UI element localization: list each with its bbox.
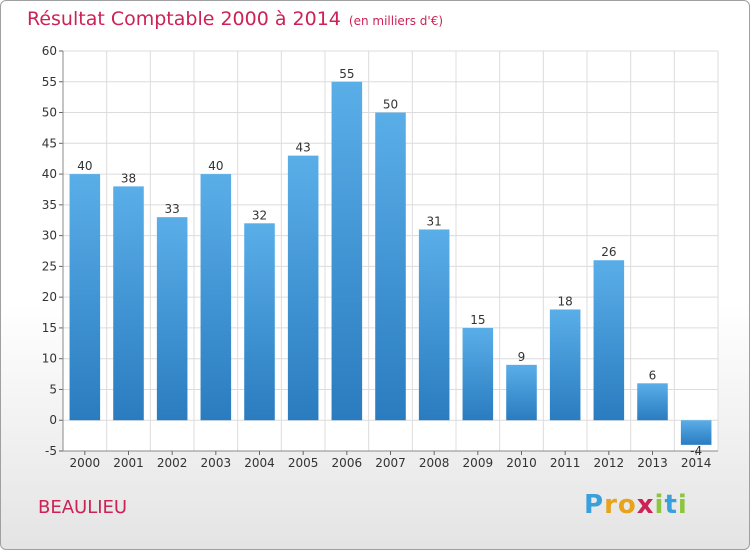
data-label: 15 bbox=[470, 313, 485, 327]
logo-letter: o bbox=[617, 490, 637, 520]
y-tick-label: 55 bbox=[42, 75, 57, 89]
bar bbox=[549, 309, 581, 421]
data-label: 18 bbox=[558, 294, 573, 308]
data-label: 26 bbox=[601, 245, 616, 259]
y-tick-label: 10 bbox=[42, 352, 57, 366]
x-tick-label: 2001 bbox=[113, 456, 144, 470]
y-tick-label: 50 bbox=[42, 106, 57, 120]
x-tick-label: 2012 bbox=[594, 456, 625, 470]
data-label: 55 bbox=[339, 67, 354, 81]
y-tick-label: -5 bbox=[45, 444, 57, 458]
y-tick-label: 40 bbox=[42, 167, 57, 181]
label-layer: 40 38 33 40 32 43 55 50 31 15 9 18 26 6 -4 bbox=[77, 67, 702, 458]
data-label: 31 bbox=[427, 214, 442, 228]
x-tick-label: 2013 bbox=[637, 456, 668, 470]
logo-letter: i bbox=[677, 490, 688, 520]
bar bbox=[331, 81, 363, 421]
town-name: BEAULIEU bbox=[38, 497, 128, 518]
data-label: 32 bbox=[252, 208, 267, 222]
data-label: 43 bbox=[296, 141, 311, 155]
data-label: 6 bbox=[649, 368, 657, 382]
x-tick-label: 2004 bbox=[244, 456, 275, 470]
x-tick-label: 2003 bbox=[201, 456, 232, 470]
x-tick-label: 2010 bbox=[506, 456, 537, 470]
x-tick-label: 2007 bbox=[375, 456, 406, 470]
data-label: -4 bbox=[690, 444, 702, 458]
y-tick-label: 20 bbox=[42, 290, 57, 304]
logo-letter: r bbox=[604, 490, 618, 520]
logo-letter: t bbox=[664, 490, 678, 520]
bar bbox=[680, 420, 712, 445]
data-label: 38 bbox=[121, 171, 136, 185]
y-tick-label: 60 bbox=[42, 44, 57, 58]
bar bbox=[506, 364, 537, 421]
bar bbox=[200, 174, 232, 421]
x-tick-label: 2011 bbox=[550, 456, 581, 470]
chart-subtitle: (en milliers d'€) bbox=[348, 14, 444, 28]
y-tick-label: 45 bbox=[42, 136, 57, 150]
y-tick-label: 15 bbox=[42, 321, 57, 335]
data-label: 33 bbox=[165, 202, 180, 216]
data-label: 9 bbox=[518, 350, 526, 364]
bar bbox=[462, 327, 494, 421]
y-tick-label: 5 bbox=[49, 382, 57, 396]
bar bbox=[156, 217, 188, 421]
axis-layer: -5 0 5 10 15 20 25 30 35 40 45 50 55 60 2000 2001 2002 20… bbox=[42, 44, 718, 470]
logo-letter: P bbox=[584, 490, 605, 520]
y-tick-label: 35 bbox=[42, 198, 57, 212]
bar bbox=[637, 383, 668, 421]
x-tick-label: 2006 bbox=[332, 456, 363, 470]
title-text: Résultat Comptable 2000 à 2014 bbox=[27, 8, 341, 30]
x-tick-label: 2008 bbox=[419, 456, 450, 470]
bar bbox=[113, 186, 144, 421]
x-tick-label: 2005 bbox=[288, 456, 319, 470]
x-tick-label: 2002 bbox=[157, 456, 188, 470]
bar-layer bbox=[69, 81, 712, 445]
x-tick-label: 2000 bbox=[70, 456, 101, 470]
x-tick-label: 2014 bbox=[681, 456, 712, 470]
proxiti-logo[interactable]: Proxiti bbox=[584, 490, 688, 520]
bar bbox=[244, 223, 275, 421]
logo-letter: i bbox=[654, 490, 665, 520]
bar bbox=[287, 155, 319, 421]
chart-title: Résultat Comptable 2000 à 2014 (en millie… bbox=[27, 8, 443, 30]
bar bbox=[375, 112, 406, 421]
data-label: 40 bbox=[77, 159, 92, 173]
bar bbox=[418, 229, 450, 421]
data-label: 50 bbox=[383, 98, 398, 112]
y-tick-label: 25 bbox=[42, 259, 57, 273]
bar bbox=[593, 260, 625, 421]
y-tick-label: 0 bbox=[49, 413, 57, 427]
data-label: 40 bbox=[208, 159, 223, 173]
y-tick-label: 30 bbox=[42, 229, 57, 243]
bar bbox=[69, 174, 101, 421]
x-tick-label: 2009 bbox=[463, 456, 494, 470]
logo-letter: x bbox=[636, 490, 655, 520]
